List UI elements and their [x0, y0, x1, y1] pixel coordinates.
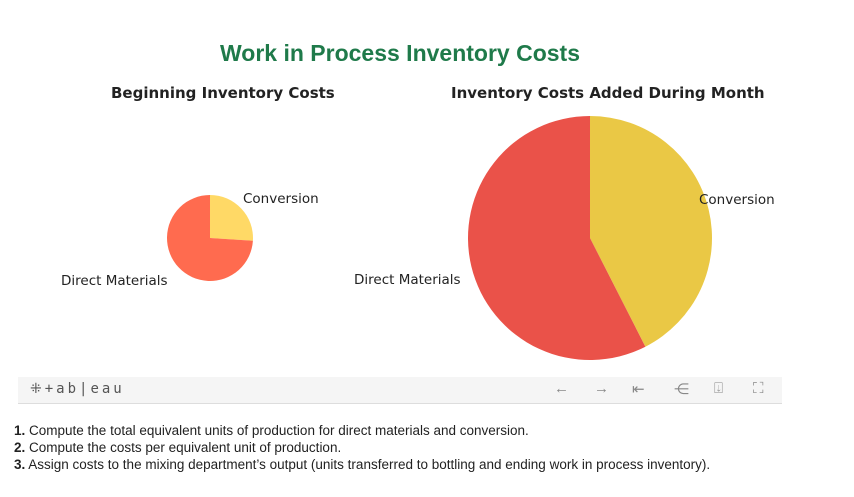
- pie2-title: Inventory Costs Added During Month: [451, 84, 765, 102]
- pie-costs-added: [467, 115, 712, 360]
- pie1-label-direct-materials: Direct Materials: [61, 273, 168, 289]
- pie-slice-direct-materials[interactable]: [167, 195, 253, 281]
- pie1-title: Beginning Inventory Costs: [111, 84, 335, 102]
- undo-icon[interactable]: ←: [554, 380, 569, 397]
- instructions: 1. Compute the total equivalent units of…: [14, 422, 710, 473]
- dashboard-title: Work in Process Inventory Costs: [219, 40, 580, 66]
- download-icon[interactable]: ⍗: [714, 380, 724, 397]
- tableau-logo[interactable]: ⁜+ab|eau: [30, 381, 125, 397]
- pie1-label-conversion: Conversion: [243, 191, 319, 207]
- fullscreen-icon[interactable]: ⛶: [753, 380, 764, 397]
- pie2-label-conversion: Conversion: [699, 192, 775, 208]
- pie-slice-conversion[interactable]: [210, 195, 253, 241]
- pie-slice-direct-materials[interactable]: [467, 115, 646, 360]
- step-3: 3. Assign costs to the mixing department…: [14, 457, 711, 472]
- share-icon[interactable]: ⋲: [674, 381, 689, 398]
- step-1: 1. Compute the total equivalent units of…: [14, 423, 529, 438]
- pie-beginning-inventory: [167, 195, 253, 281]
- step-2: 2. Compute the costs per equivalent unit…: [14, 440, 342, 455]
- pie2-label-direct-materials: Direct Materials: [354, 272, 461, 288]
- redo-icon[interactable]: →: [594, 380, 609, 397]
- revert-icon[interactable]: ⇤: [632, 381, 645, 398]
- tableau-toolbar: ⁜+ab|eau ← → ⇤ ⋲ ⍗ ⛶: [18, 377, 782, 404]
- pie-slice-conversion[interactable]: [590, 116, 712, 347]
